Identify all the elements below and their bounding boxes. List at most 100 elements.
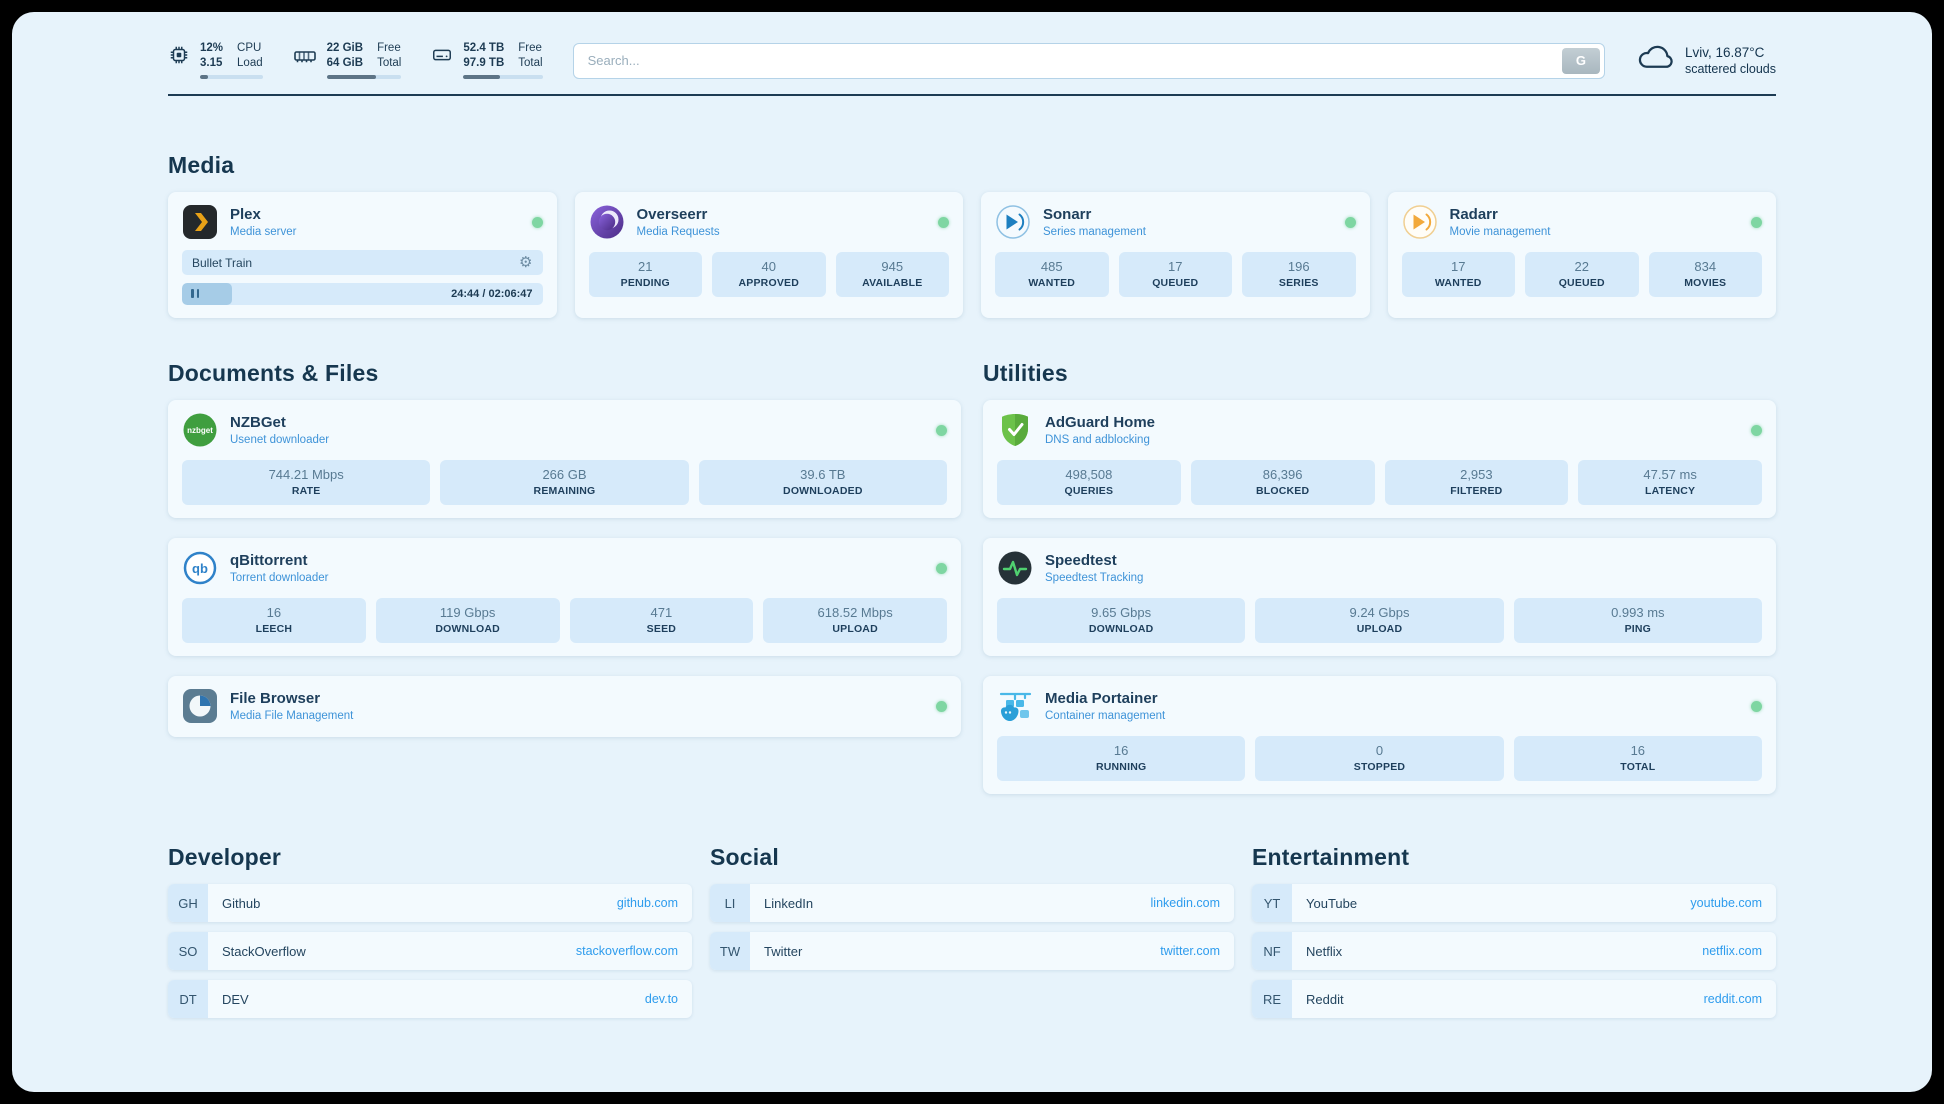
plex-seek-fill — [182, 283, 233, 305]
app-card-plex[interactable]: Plex Media server Bullet Train ⚙ 24:44 — [168, 192, 557, 318]
app-card-overseerr[interactable]: Overseerr Media Requests 21 PENDING 40 APPR… — [574, 192, 963, 318]
stat-value: 47.57 ms — [1643, 467, 1697, 482]
bookmark-row[interactable]: GH Github github.com — [168, 884, 692, 922]
app-meta: AdGuard Home DNS and adblocking — [1045, 414, 1155, 446]
bookmark-url[interactable]: github.com — [616, 896, 678, 910]
disk-progress-bar — [463, 75, 543, 79]
app-subtitle: Speedtest Tracking — [1045, 572, 1144, 584]
app-card-speedtest[interactable]: Speedtest Speedtest Tracking 9.65 Gbps DO… — [983, 538, 1776, 656]
app-card-radarr[interactable]: Radarr Movie management 17 WANTED 22 QUEUED… — [1387, 192, 1776, 318]
ram-total-label: Total — [377, 57, 402, 69]
stat-label: UPLOAD — [1356, 623, 1403, 635]
stat-tile: 945 AVAILABLE — [835, 252, 949, 297]
bookmark-url[interactable]: netflix.com — [1702, 944, 1762, 958]
bookmark-row[interactable]: TW Twitter twitter.com — [710, 932, 1234, 970]
app-name: qBittorrent — [230, 552, 308, 569]
stat-value: 9.24 Gbps — [1349, 605, 1410, 620]
stat-value: 22 — [1574, 259, 1589, 274]
stat-value: 618.52 Mbps — [817, 605, 893, 620]
bookmark-url[interactable]: linkedin.com — [1150, 896, 1220, 910]
app-meta: NZBGet Usenet downloader — [230, 414, 329, 446]
bookmark-row[interactable]: LI LinkedIn linkedin.com — [710, 884, 1234, 922]
status-dot — [936, 700, 947, 712]
app-subtitle: Media File Management — [230, 710, 354, 722]
status-dot — [1751, 700, 1762, 712]
app-meta: Radarr Movie management — [1450, 206, 1551, 238]
overseerr-icon — [589, 204, 625, 240]
cpu-usage-value: 12% — [200, 42, 224, 54]
stat-label: RUNNING — [1095, 761, 1147, 773]
bookmark-row[interactable]: NF Netflix netflix.com — [1252, 932, 1776, 970]
search-input[interactable] — [572, 42, 1605, 79]
app-subtitle: DNS and adblocking — [1045, 434, 1150, 446]
bookmark-url[interactable]: twitter.com — [1160, 944, 1220, 958]
app-stats: 9.65 Gbps DOWNLOAD 9.24 Gbps UPLOAD 0.993 ms… — [997, 598, 1762, 643]
gear-icon[interactable]: ⚙ — [519, 254, 533, 271]
app-name: Radarr — [1449, 206, 1498, 223]
stat-label: QUERIES — [1064, 485, 1114, 497]
bookmark-row[interactable]: SO StackOverflow stackoverflow.com — [168, 932, 692, 970]
app-card-adguard[interactable]: AdGuard Home DNS and adblocking 498,508 Q… — [983, 400, 1776, 518]
stat-tile: 266 GB REMAINING — [440, 460, 689, 505]
disk-icon — [431, 44, 453, 66]
app-card-filebrowser[interactable]: File Browser Media File Management — [168, 676, 961, 737]
bookmark-row[interactable]: YT YouTube youtube.com — [1252, 884, 1776, 922]
app-card-sonarr[interactable]: Sonarr Series management 485 WANTED 17 QUEU… — [981, 192, 1370, 318]
bookmark-url[interactable]: dev.to — [644, 992, 678, 1006]
app-card-nzbget[interactable]: nzbget NZBGet Usenet downloader 744.21 M… — [168, 400, 961, 518]
bookmark-abbr: SO — [168, 932, 208, 970]
stat-tile: 9.65 Gbps DOWNLOAD — [997, 598, 1246, 643]
stat-value: 16 — [266, 605, 282, 620]
stat-label: SEED — [646, 623, 677, 635]
bookmark-url[interactable]: stackoverflow.com — [575, 944, 678, 958]
stat-label: DOWNLOAD — [435, 623, 500, 635]
app-meta: qBittorrent Torrent downloader — [230, 552, 328, 584]
status-dot — [1344, 216, 1356, 228]
stat-value: 21 — [638, 259, 653, 274]
stat-value: 17 — [1451, 259, 1466, 274]
status-dot — [938, 216, 949, 228]
section-title-utilities: Utilities — [983, 360, 1068, 386]
weather-widget: Lviv, 16.87°C scattered clouds — [1635, 43, 1776, 78]
speedtest-icon — [997, 550, 1033, 586]
stat-tile: 17 QUEUED — [1118, 252, 1232, 297]
app-stats: 16 RUNNING 0 STOPPED 16 TOTAL — [997, 736, 1762, 781]
bookmark-row[interactable]: DT DEV dev.to — [168, 980, 692, 1018]
bookmark-url[interactable]: reddit.com — [1703, 992, 1762, 1006]
disk-total-label: Total — [518, 57, 543, 69]
app-subtitle: Series management — [1043, 226, 1146, 238]
stat-label: AVAILABLE — [862, 277, 923, 289]
stat-value: 2,953 — [1460, 467, 1493, 482]
section-title-social: Social — [710, 844, 779, 870]
section-media: Media Plex Media server — [168, 152, 1776, 318]
app-stats: 485 WANTED 17 QUEUED 196 SERIES — [995, 252, 1356, 297]
radarr-icon — [1402, 204, 1438, 240]
plex-seek-bar[interactable]: 24:44 / 02:06:47 — [182, 283, 543, 305]
search-engine-button[interactable]: G — [1561, 47, 1600, 74]
stat-tile: 22 QUEUED — [1525, 252, 1639, 297]
sonarr-icon — [995, 204, 1031, 240]
pause-icon[interactable] — [191, 285, 202, 303]
disk-progress-fill — [463, 75, 500, 79]
app-subtitle: Movie management — [1449, 226, 1551, 238]
app-name: Speedtest — [1045, 552, 1117, 569]
disk-free-label: Free — [518, 42, 542, 54]
stat-tile: 47.57 ms LATENCY — [1578, 460, 1762, 505]
bookmark-name: Reddit — [1306, 991, 1344, 1007]
adguard-icon — [997, 412, 1033, 448]
app-subtitle: Media Requests — [636, 226, 720, 238]
stat-value: 196 — [1287, 259, 1310, 274]
stat-value: 16 — [1630, 743, 1646, 758]
stat-tile: 16 TOTAL — [1513, 736, 1762, 781]
bookmark-abbr: TW — [710, 932, 750, 970]
bookmark-url[interactable]: youtube.com — [1690, 896, 1762, 910]
ram-total-value: 64 GiB — [326, 57, 364, 69]
stat-label: WANTED — [1028, 277, 1076, 289]
plex-now-playing: Bullet Train ⚙ — [182, 250, 543, 275]
bookmark-row[interactable]: RE Reddit reddit.com — [1252, 980, 1776, 1018]
app-stats: 21 PENDING 40 APPROVED 945 AVAILABLE — [588, 252, 949, 297]
app-card-qbittorrent[interactable]: qb qBittorrent Torrent downloader 16 LEEC… — [168, 538, 961, 656]
section-title-developer: Developer — [168, 844, 282, 870]
ram-progress-bar — [326, 75, 402, 79]
app-card-portainer[interactable]: Media Portainer Container management 16 R… — [983, 676, 1776, 794]
